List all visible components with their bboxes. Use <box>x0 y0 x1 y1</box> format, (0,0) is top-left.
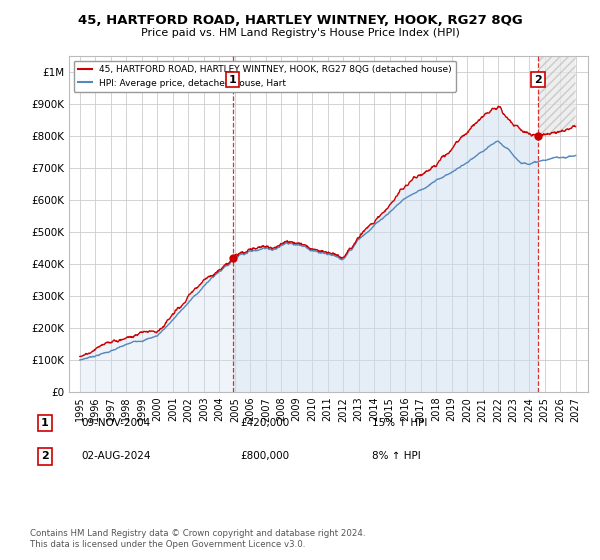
Text: 15% ↑ HPI: 15% ↑ HPI <box>372 418 427 428</box>
Text: 1: 1 <box>41 418 49 428</box>
Text: 02-AUG-2024: 02-AUG-2024 <box>81 451 151 461</box>
Text: 8% ↑ HPI: 8% ↑ HPI <box>372 451 421 461</box>
Legend: 45, HARTFORD ROAD, HARTLEY WINTNEY, HOOK, RG27 8QG (detached house), HPI: Averag: 45, HARTFORD ROAD, HARTLEY WINTNEY, HOOK… <box>74 60 456 92</box>
Text: 1: 1 <box>229 74 236 85</box>
Text: 09-NOV-2004: 09-NOV-2004 <box>81 418 150 428</box>
Text: Price paid vs. HM Land Registry's House Price Index (HPI): Price paid vs. HM Land Registry's House … <box>140 28 460 38</box>
Text: Contains HM Land Registry data © Crown copyright and database right 2024.
This d: Contains HM Land Registry data © Crown c… <box>30 529 365 549</box>
Text: £420,000: £420,000 <box>240 418 289 428</box>
Text: £800,000: £800,000 <box>240 451 289 461</box>
Text: 2: 2 <box>534 74 542 85</box>
Text: 2: 2 <box>41 451 49 461</box>
Text: 45, HARTFORD ROAD, HARTLEY WINTNEY, HOOK, RG27 8QG: 45, HARTFORD ROAD, HARTLEY WINTNEY, HOOK… <box>77 14 523 27</box>
